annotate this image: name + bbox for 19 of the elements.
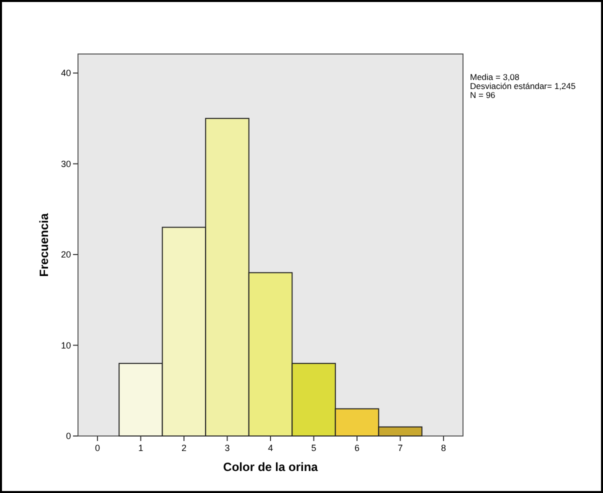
- y-tick-label: 10: [60, 340, 71, 350]
- y-tick-label: 0: [66, 431, 71, 442]
- x-tick-label: 4: [268, 443, 274, 453]
- y-axis-title: Frecuencia: [37, 213, 51, 277]
- x-tick-label: 2: [181, 443, 186, 453]
- text: Media = 3,08: [470, 72, 520, 82]
- y-tick-label: 40: [60, 68, 71, 78]
- x-tick-label: 6: [354, 443, 360, 453]
- y-tick-label: 20: [60, 250, 71, 260]
- x-tick-label: 8: [441, 443, 446, 453]
- x-tick-label: 5: [311, 443, 316, 453]
- x-axis-title: Color de la orina: [223, 460, 318, 474]
- x-tick-label: 0: [94, 443, 100, 453]
- text: N = 96: [470, 90, 496, 100]
- text: Desviación estándar= 1,245: [470, 81, 576, 91]
- y-tick-label: 30: [60, 158, 71, 169]
- x-tick-label: 1: [138, 443, 144, 453]
- x-tick-label: 7: [398, 443, 403, 453]
- x-tick-label: 3: [224, 443, 230, 453]
